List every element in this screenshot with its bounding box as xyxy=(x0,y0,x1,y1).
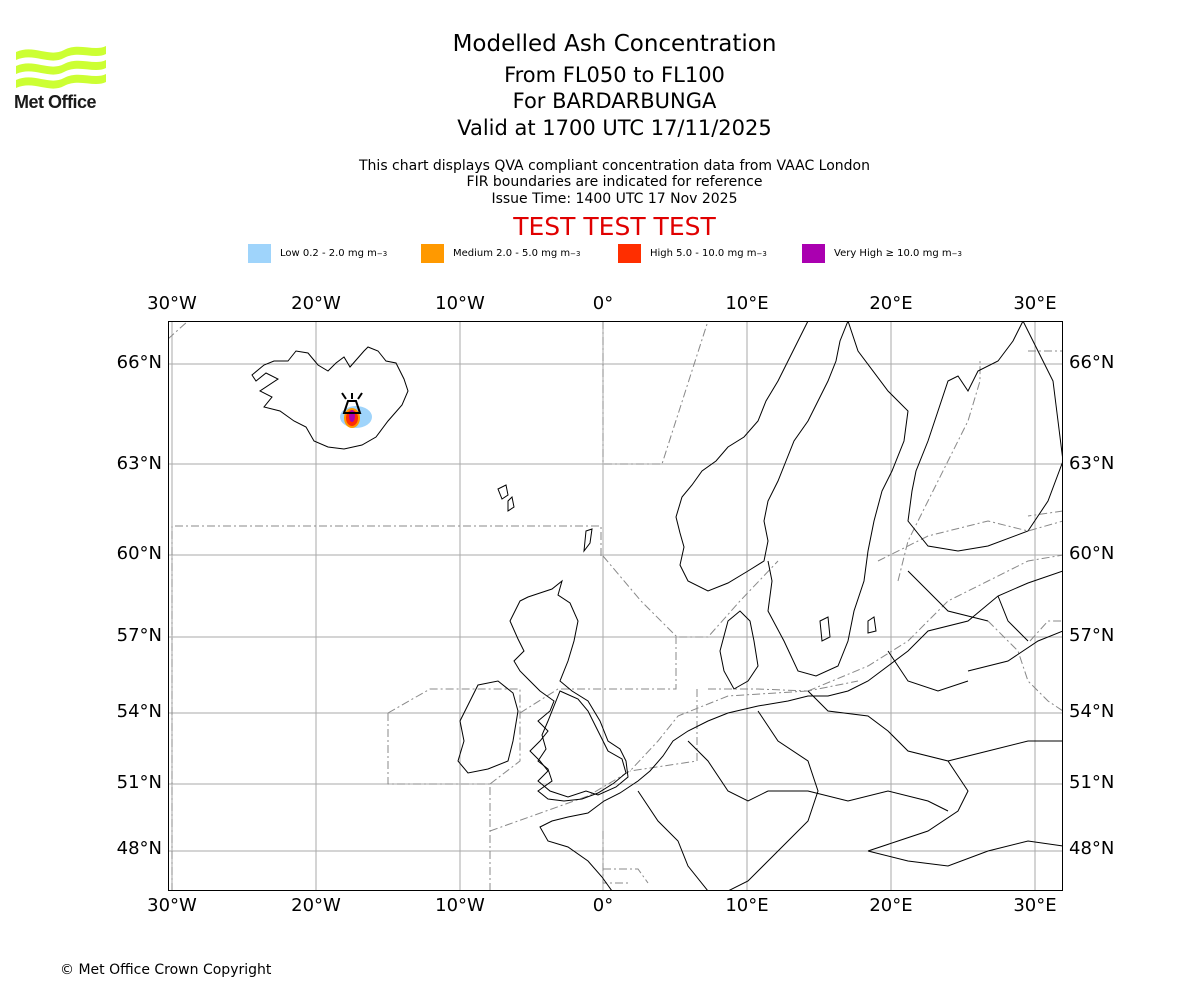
lon-tick-top: 10°W xyxy=(435,293,485,314)
lon-tick-bottom: 10°W xyxy=(435,895,485,916)
legend-label-low: Low 0.2 - 2.0 mg m xyxy=(280,248,377,259)
lat-tick-left: 54°N xyxy=(116,701,162,722)
legend-label-medium: Medium 2.0 - 5.0 mg m xyxy=(453,248,571,259)
copyright: © Met Office Crown Copyright xyxy=(60,962,272,978)
legend-unit-exponent: −3 xyxy=(756,249,767,258)
lon-tick-top: 0° xyxy=(592,293,614,314)
valid-time: Valid at 1700 UTC 17/11/2025 xyxy=(457,116,772,140)
legend-swatch-high xyxy=(618,244,641,263)
lat-tick-right: 57°N xyxy=(1069,625,1115,646)
coastlines xyxy=(251,321,1063,891)
lat-tick-right: 54°N xyxy=(1069,701,1115,722)
lon-tick-top: 10°E xyxy=(725,293,769,314)
lon-tick-bottom: 30°E xyxy=(1013,895,1057,916)
lat-tick-left: 66°N xyxy=(116,352,162,373)
flight-level-range: From FL050 to FL100 xyxy=(504,63,725,87)
lat-tick-left: 60°N xyxy=(116,543,162,564)
volcano-name: For BARDARBUNGA xyxy=(512,89,717,113)
lat-tick-right: 66°N xyxy=(1069,352,1115,373)
lon-tick-bottom: 10°E xyxy=(725,895,769,916)
volcano-marker-icon xyxy=(341,392,363,414)
legend-label-high: High 5.0 - 10.0 mg m xyxy=(650,248,757,259)
legend-swatch-very-high xyxy=(802,244,825,263)
ash-very-high xyxy=(349,410,355,422)
legend-label-very-high: Very High ≥ 10.0 mg m xyxy=(834,248,952,259)
legend-item-medium: Medium 2.0 - 5.0 mg m −3 xyxy=(421,244,580,263)
ash-map xyxy=(168,321,1063,891)
lon-tick-bottom: 30°W xyxy=(147,895,197,916)
lat-tick-right: 48°N xyxy=(1069,838,1115,859)
lat-tick-right: 63°N xyxy=(1069,453,1115,474)
lon-tick-top: 30°E xyxy=(1013,293,1057,314)
legend-item-high: High 5.0 - 10.0 mg m −3 xyxy=(618,244,767,263)
lat-tick-right: 60°N xyxy=(1069,543,1115,564)
issue-time: Issue Time: 1400 UTC 17 Nov 2025 xyxy=(491,191,738,207)
lat-tick-left: 48°N xyxy=(116,838,162,859)
lat-tick-left: 57°N xyxy=(116,625,162,646)
lon-tick-bottom: 20°E xyxy=(869,895,913,916)
lon-tick-bottom: 20°W xyxy=(291,895,341,916)
legend-swatch-medium xyxy=(421,244,444,263)
met-office-logo-text: Met Office xyxy=(14,92,97,112)
chart-title: Modelled Ash Concentration xyxy=(452,31,777,57)
chart-note-fir: FIR boundaries are indicated for referen… xyxy=(466,174,763,190)
chart-note-qva: This chart displays QVA compliant concen… xyxy=(359,158,870,174)
legend-unit-exponent: −3 xyxy=(951,249,962,258)
lon-tick-top: 30°W xyxy=(147,293,197,314)
met-office-logo-icon xyxy=(16,46,106,89)
legend-swatch-low xyxy=(248,244,271,263)
legend-item-low: Low 0.2 - 2.0 mg m −3 xyxy=(248,244,387,263)
lat-tick-left: 51°N xyxy=(116,772,162,793)
lat-tick-right: 51°N xyxy=(1069,772,1115,793)
test-banner: TEST TEST TEST xyxy=(513,212,716,241)
lon-tick-bottom: 0° xyxy=(592,895,614,916)
legend-unit-exponent: −3 xyxy=(570,249,581,258)
lon-tick-top: 20°E xyxy=(869,293,913,314)
lon-tick-top: 20°W xyxy=(291,293,341,314)
fir-boundaries xyxy=(168,321,1063,891)
legend-unit-exponent: −3 xyxy=(376,249,388,258)
lat-tick-left: 63°N xyxy=(116,453,162,474)
legend-item-very-high: Very High ≥ 10.0 mg m −3 xyxy=(802,244,962,263)
